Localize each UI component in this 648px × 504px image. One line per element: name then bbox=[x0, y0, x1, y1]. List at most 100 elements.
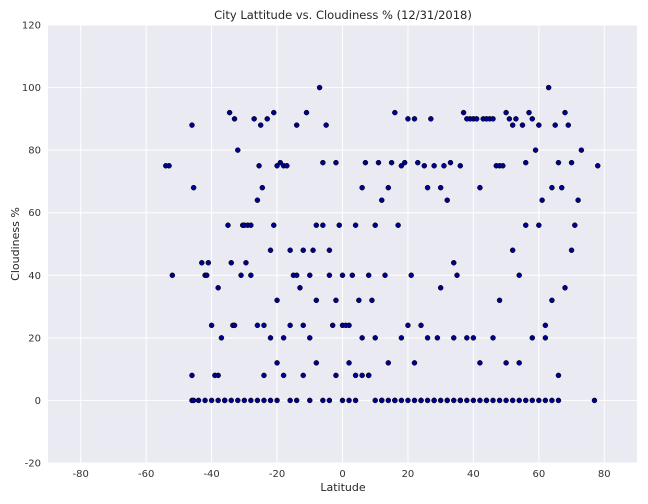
data-point bbox=[352, 222, 359, 228]
data-point bbox=[228, 260, 234, 266]
data-point bbox=[457, 397, 464, 404]
data-point bbox=[267, 397, 274, 404]
data-point bbox=[509, 122, 516, 128]
y-axis-label: Cloudiness % bbox=[9, 207, 22, 281]
data-point bbox=[542, 322, 549, 329]
data-point bbox=[424, 397, 431, 404]
data-point bbox=[189, 122, 195, 128]
data-point bbox=[362, 159, 369, 166]
data-point bbox=[447, 159, 454, 166]
data-point bbox=[274, 360, 280, 366]
data-point bbox=[470, 335, 477, 341]
data-point bbox=[329, 322, 336, 329]
data-point bbox=[323, 122, 329, 128]
data-point bbox=[359, 335, 365, 341]
data-point bbox=[339, 272, 346, 279]
data-point bbox=[437, 184, 444, 191]
data-point bbox=[316, 84, 323, 91]
y-tick-label: 0 bbox=[35, 396, 41, 407]
data-point bbox=[522, 222, 529, 228]
data-point bbox=[542, 397, 549, 404]
data-point bbox=[199, 260, 205, 266]
data-point bbox=[259, 184, 266, 191]
data-point bbox=[379, 197, 385, 203]
data-point bbox=[254, 197, 261, 203]
data-point bbox=[388, 159, 395, 166]
data-point bbox=[522, 159, 529, 166]
data-point bbox=[503, 360, 509, 366]
data-point bbox=[441, 163, 447, 169]
data-point bbox=[555, 372, 562, 379]
data-point bbox=[169, 272, 176, 279]
data-point bbox=[208, 397, 215, 404]
data-point bbox=[166, 163, 172, 169]
data-points bbox=[163, 84, 601, 404]
data-point bbox=[428, 116, 434, 122]
data-point bbox=[437, 285, 444, 291]
data-point bbox=[529, 116, 536, 122]
x-tick-label: 40 bbox=[467, 469, 480, 480]
data-point bbox=[500, 163, 506, 169]
x-tick-label: -40 bbox=[203, 469, 219, 480]
data-point bbox=[326, 397, 333, 404]
data-point bbox=[261, 397, 267, 404]
data-point bbox=[454, 272, 460, 279]
data-point bbox=[271, 109, 277, 116]
data-point bbox=[300, 372, 306, 379]
x-tick-label: -80 bbox=[73, 469, 89, 480]
data-point bbox=[470, 397, 477, 404]
data-point bbox=[307, 272, 313, 279]
data-point bbox=[424, 335, 431, 341]
data-point bbox=[451, 260, 457, 266]
data-point bbox=[405, 116, 411, 122]
data-point bbox=[372, 397, 378, 404]
data-point bbox=[369, 297, 375, 304]
y-tick-label: 120 bbox=[22, 21, 41, 32]
data-point bbox=[352, 372, 359, 379]
data-point bbox=[359, 184, 365, 191]
data-point bbox=[385, 397, 392, 404]
data-point bbox=[365, 272, 372, 279]
data-point bbox=[235, 397, 241, 404]
data-point bbox=[215, 397, 221, 404]
data-point bbox=[490, 116, 496, 122]
x-tick-label: 60 bbox=[532, 469, 545, 480]
data-point bbox=[555, 159, 562, 166]
data-point bbox=[297, 285, 303, 291]
data-point bbox=[261, 372, 267, 379]
data-point bbox=[189, 372, 195, 379]
data-point bbox=[320, 397, 326, 404]
x-tick-label: 20 bbox=[402, 469, 415, 480]
data-point bbox=[503, 397, 509, 404]
chart-title: City Lattitude vs. Cloudiness % (12/31/2… bbox=[214, 8, 472, 22]
data-point bbox=[251, 116, 257, 122]
data-point bbox=[346, 360, 352, 366]
data-point bbox=[202, 397, 208, 404]
data-point bbox=[444, 397, 450, 404]
data-point bbox=[307, 397, 313, 404]
data-point bbox=[287, 397, 293, 404]
y-tick-label: -20 bbox=[25, 459, 41, 470]
y-tick-label: 20 bbox=[28, 333, 41, 344]
data-point bbox=[287, 322, 293, 329]
data-point bbox=[431, 397, 437, 404]
data-point bbox=[411, 360, 418, 366]
data-point bbox=[365, 372, 372, 379]
data-point bbox=[477, 397, 483, 404]
data-point bbox=[424, 184, 431, 191]
x-axis-label: Latitude bbox=[320, 481, 366, 494]
data-point bbox=[552, 122, 558, 128]
data-point bbox=[274, 163, 280, 169]
data-point bbox=[293, 122, 300, 128]
data-point bbox=[225, 222, 231, 228]
data-point bbox=[503, 109, 509, 116]
data-point bbox=[257, 122, 264, 128]
data-point bbox=[375, 159, 382, 166]
data-point bbox=[256, 163, 262, 169]
data-point bbox=[320, 222, 326, 228]
data-point bbox=[307, 335, 313, 341]
data-point bbox=[205, 260, 212, 266]
data-point bbox=[405, 397, 411, 404]
data-point bbox=[385, 184, 392, 191]
data-point bbox=[349, 272, 356, 279]
